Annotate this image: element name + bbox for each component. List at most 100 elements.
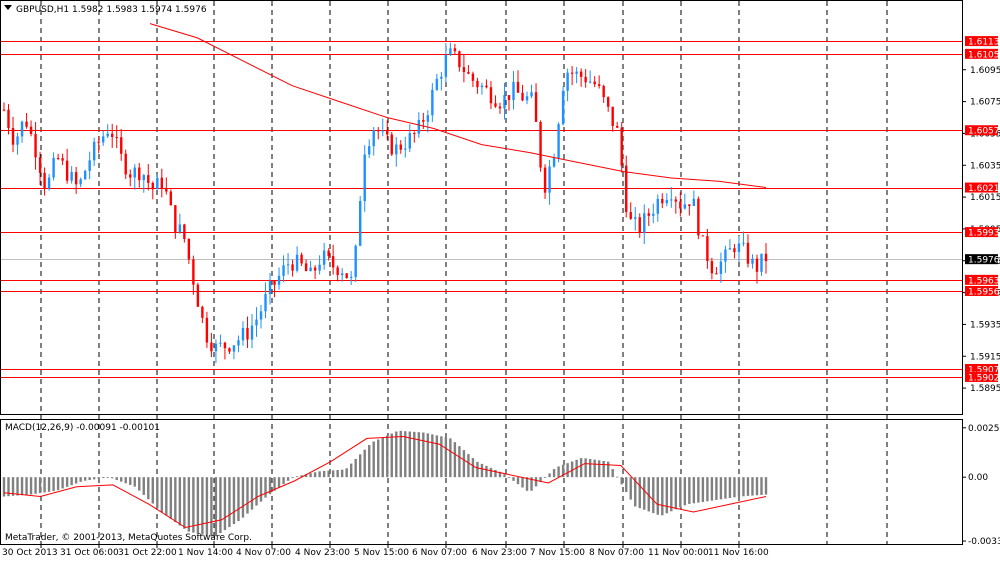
time-label-2: 31 Oct 22:00	[118, 548, 177, 558]
price-tick-4: 1.6015	[970, 193, 1000, 203]
macd-bar-124	[561, 464, 565, 478]
macd-bar-53	[241, 477, 245, 518]
candle-body-81	[368, 146, 371, 155]
macd-bar-94	[426, 433, 430, 478]
candle-body-152	[688, 204, 691, 207]
dropdown-triangle-icon[interactable]	[4, 5, 12, 10]
candle-body-11	[52, 157, 55, 178]
candle-body-105	[476, 80, 479, 88]
candle-body-116	[525, 96, 529, 101]
candle-body-127	[575, 71, 578, 74]
candle-body-60	[273, 281, 276, 285]
macd-bar-8	[38, 477, 42, 494]
macd-tick-0: 0.00255	[968, 424, 1000, 434]
level-labels: 1.61131.61051.60571.60211.59931.59631.59…	[965, 36, 1000, 383]
candle-body-38	[174, 205, 177, 232]
candle-body-145	[656, 198, 659, 214]
candle-body-99	[449, 48, 452, 55]
candle-body-0	[2, 109, 6, 111]
macd-bar-69	[313, 472, 317, 478]
candle-body-14	[65, 160, 69, 181]
candle-body-167	[755, 258, 759, 272]
candle-body-142	[643, 213, 646, 233]
time-axis: 30 Oct 2013 31 Oct 06:00 31 Oct 22:00 1 Nov…	[2, 544, 769, 558]
candle-body-34	[156, 177, 159, 190]
candle-body-70	[318, 264, 321, 271]
macd-bar-169	[764, 477, 768, 495]
macd-bar-26	[120, 477, 123, 482]
macd-axis: 0.00255 0.00 -0.0033	[962, 424, 1000, 547]
macd-bar-48	[219, 477, 222, 534]
macd-bar-25	[115, 477, 118, 480]
macd-bar-121	[548, 473, 551, 478]
macd-bar-41	[187, 477, 191, 532]
candle-body-124	[561, 90, 565, 125]
macd-bar-76	[345, 468, 348, 478]
candle-body-132	[597, 84, 601, 86]
macd-bar-92	[417, 432, 421, 478]
macd-bar-158	[715, 477, 718, 500]
ohlc-label: 1.5982 1.5983 1.5974 1.5976	[72, 5, 207, 15]
candle-body-130	[588, 81, 592, 83]
candle-body-163	[737, 243, 741, 253]
macd-bar-38	[174, 477, 177, 523]
candle-body-159	[719, 261, 723, 274]
candle-body-164	[742, 242, 745, 244]
price-tick-0: 1.6095	[970, 66, 1000, 76]
macd-bar-101	[458, 446, 461, 478]
candle-body-106	[480, 85, 484, 88]
time-label-5: 4 Nov 23:00	[295, 548, 350, 558]
time-label-10: 8 Nov 07:00	[589, 548, 644, 558]
macd-bar-74	[336, 469, 339, 478]
candle-body-155	[701, 235, 705, 237]
level-label-6: 1.5956	[968, 287, 1000, 297]
candle-body-157	[710, 261, 714, 274]
candle-body-35	[160, 177, 164, 189]
macd-bar-151	[683, 477, 687, 506]
macd-header-label: MACD(12,26,9) -0.00091 -0.00101	[5, 423, 160, 433]
macd-bar-78	[354, 458, 357, 478]
level-label-box-6	[965, 285, 998, 296]
time-label-0: 30 Oct 2013	[2, 548, 58, 558]
macd-signal-line	[3, 435, 767, 529]
candle-body-96	[435, 78, 439, 90]
candle-body-67	[304, 263, 308, 272]
candle-body-20	[92, 141, 96, 161]
candle-body-31	[142, 175, 145, 181]
macd-bar-113	[512, 477, 515, 481]
macd-bar-27	[124, 477, 127, 484]
candle-body-102	[462, 67, 466, 72]
candle-body-16	[74, 172, 78, 185]
candles	[2, 42, 768, 364]
macd-bar-5	[25, 477, 28, 495]
candle-body-125	[566, 72, 569, 91]
level-label-2: 1.6057	[968, 127, 1000, 137]
macd-bar-63	[286, 477, 290, 481]
time-label-11: 11 Nov 00:00	[648, 548, 709, 558]
candle-body-61	[277, 275, 281, 285]
macd-bar-127	[575, 459, 578, 478]
price-panel	[0, 0, 963, 415]
candle-body-154	[697, 198, 700, 236]
candle-body-111	[503, 95, 506, 109]
macd-bar-141	[638, 477, 641, 509]
candle-body-134	[606, 97, 610, 107]
macd-bar-167	[755, 477, 759, 496]
macd-bar-159	[719, 477, 723, 500]
candle-body-28	[129, 174, 132, 178]
macd-bar-36	[165, 477, 168, 516]
candle-body-136	[616, 125, 619, 128]
candle-body-50	[228, 348, 231, 352]
candle-body-168	[760, 253, 763, 272]
candle-body-108	[489, 87, 493, 104]
candle-body-135	[611, 106, 614, 126]
candle-body-150	[679, 201, 682, 209]
macd-bar-35	[160, 477, 164, 513]
candle-body-149	[674, 199, 678, 202]
candle-body-37	[169, 191, 173, 206]
macd-bar-11	[52, 477, 55, 492]
candle-body-118	[534, 92, 538, 122]
macd-bar-10	[47, 477, 51, 492]
candle-body-91	[413, 133, 416, 135]
candle-body-109	[494, 103, 497, 107]
